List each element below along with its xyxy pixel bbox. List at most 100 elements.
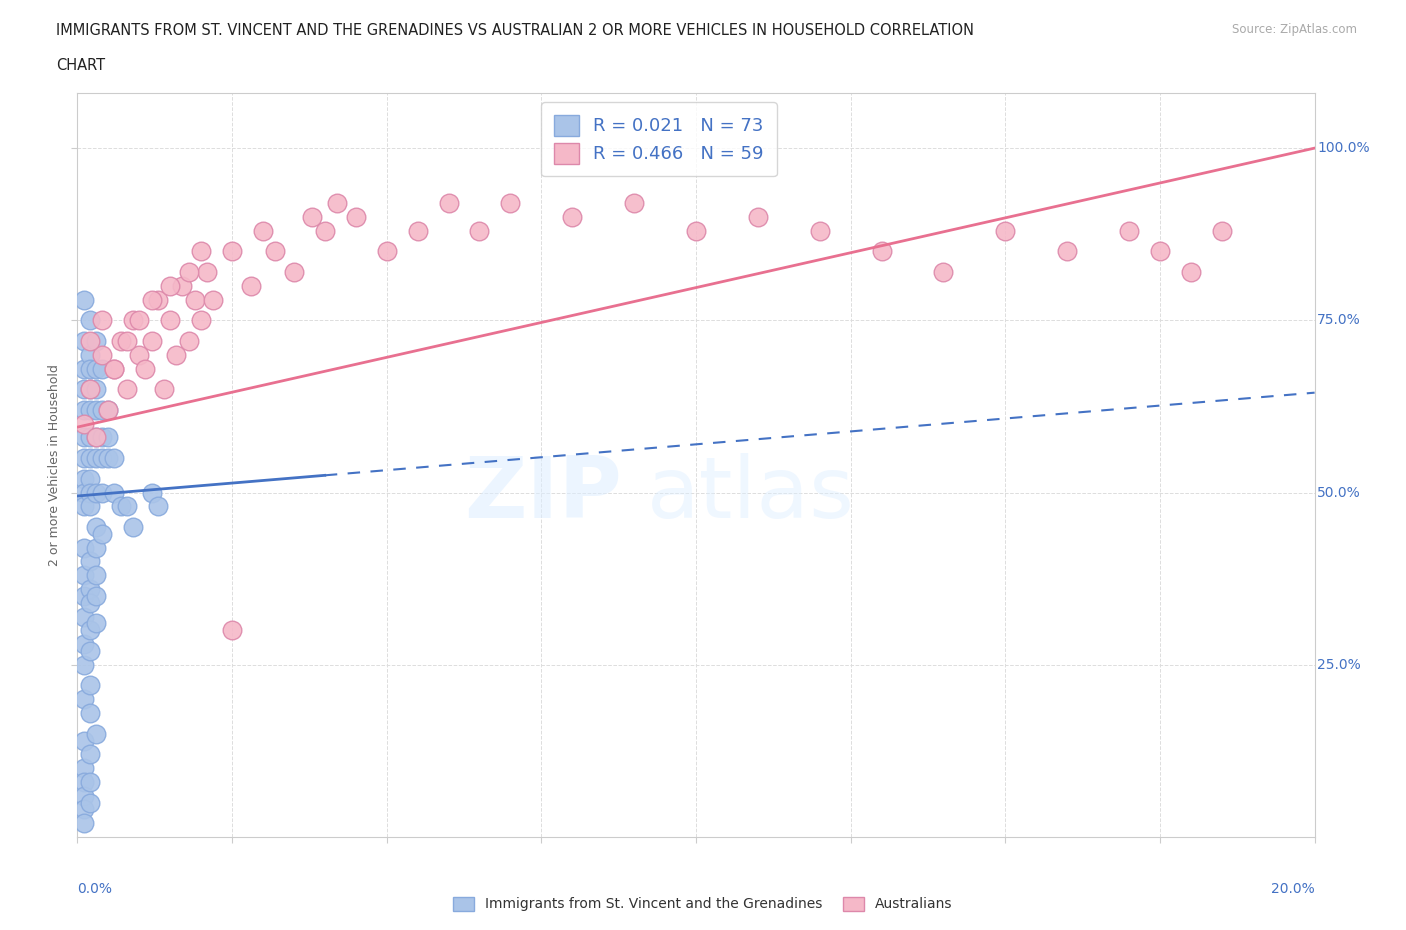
Point [79,678,101,693]
Point [91,485,114,500]
Point [79,623,101,638]
Point [84,403,107,418]
Point [79,795,101,810]
Text: IMMIGRANTS FROM ST. VINCENT AND THE GRENADINES VS AUSTRALIAN 2 OR MORE VEHICLES : IMMIGRANTS FROM ST. VINCENT AND THE GREN… [56,23,974,38]
Point [91,526,114,541]
Point [72,403,94,418]
Point [190,244,212,259]
Point [128,347,150,362]
Point [97,430,120,445]
Point [468,223,491,238]
Point [103,485,125,500]
Point [344,209,367,224]
Point [84,589,107,604]
Point [623,196,645,211]
Point [79,554,101,569]
Point [115,498,138,513]
Point [177,334,200,349]
Point [165,347,187,362]
Point [72,658,94,672]
Point [97,403,120,418]
Point [79,430,101,445]
Point [110,334,132,349]
Text: atlas: atlas [647,453,855,537]
Point [72,775,94,790]
Text: 100.0%: 100.0% [1317,141,1369,155]
Point [159,278,181,293]
Point [122,520,145,535]
Point [79,644,101,658]
Point [134,361,156,376]
Point [79,581,101,596]
Point [72,761,94,776]
Point [72,789,94,804]
Point [195,265,218,280]
Point [72,361,94,376]
Point [146,498,169,513]
Point [406,223,429,238]
Point [79,706,101,721]
Point [91,403,114,418]
Point [84,616,107,631]
Point [177,265,200,280]
Text: 25.0%: 25.0% [1317,658,1361,671]
Point [84,451,107,466]
Point [202,292,225,307]
Point [115,382,138,397]
Point [994,223,1017,238]
Point [84,726,107,741]
Text: ZIP: ZIP [464,453,621,537]
Point [141,334,163,349]
Point [221,623,243,638]
Point [172,278,194,293]
Point [72,568,94,583]
Point [72,589,94,604]
Point [184,292,207,307]
Point [79,382,101,397]
Point [72,485,94,500]
Point [79,775,101,790]
Point [685,223,707,238]
Point [72,637,94,652]
Point [79,451,101,466]
Point [221,244,243,259]
Point [84,430,107,445]
Point [72,472,94,486]
Point [190,312,212,327]
Point [72,816,94,830]
Point [314,223,336,238]
Point [239,278,262,293]
Point [72,292,94,307]
Point [72,540,94,555]
Point [84,430,107,445]
Point [84,485,107,500]
Point [159,312,181,327]
Point [103,451,125,466]
Point [437,196,460,211]
Point [84,334,107,349]
Point [1180,265,1202,280]
Point [72,417,94,432]
Point [1056,244,1078,259]
Point [84,540,107,555]
Point [91,430,114,445]
Point [561,209,583,224]
Point [141,292,163,307]
Text: 75.0%: 75.0% [1317,313,1361,327]
Point [72,382,94,397]
Point [79,361,101,376]
Point [72,692,94,707]
Point [79,347,101,362]
Point [79,747,101,762]
Text: Source: ZipAtlas.com: Source: ZipAtlas.com [1232,23,1357,36]
Point [375,244,398,259]
Point [252,223,274,238]
Point [91,312,114,327]
Point [97,451,120,466]
Text: 0.0%: 0.0% [77,882,112,896]
Point [84,568,107,583]
Point [103,361,125,376]
Point [146,292,169,307]
Point [79,485,101,500]
Text: CHART: CHART [56,58,105,73]
